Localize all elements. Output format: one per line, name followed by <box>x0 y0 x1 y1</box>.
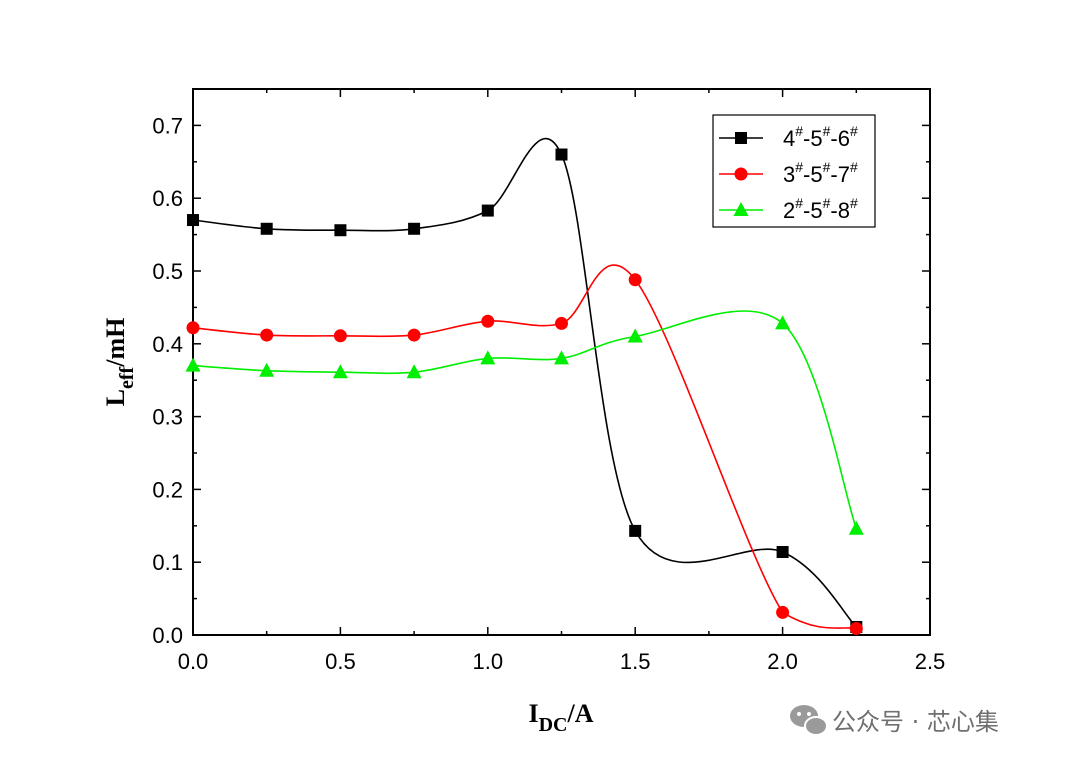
legend-label: 4#-5#-6# <box>783 123 858 151</box>
data-point <box>406 364 422 379</box>
wechat-icon <box>790 705 828 736</box>
data-point <box>333 329 347 343</box>
data-point <box>186 321 200 335</box>
x-axis: 0.0 0.5 1.0 1.5 2.0 2.5 <box>178 89 946 674</box>
legend-item: 4#-5#-6# <box>719 123 858 151</box>
y-tick-label: 0.3 <box>152 405 183 430</box>
data-point <box>555 316 568 330</box>
data-point <box>776 546 789 559</box>
data-point <box>187 214 199 227</box>
y-tick-label: 0.1 <box>152 550 183 575</box>
data-point <box>481 204 494 217</box>
legend-marker <box>735 132 747 144</box>
y-tick-label: 0.6 <box>152 186 183 211</box>
x-tick-label: 0.0 <box>178 649 209 674</box>
data-point <box>260 222 273 235</box>
series-line <box>192 137 857 628</box>
y-tick-label: 0.2 <box>152 477 183 502</box>
x-tick-label: 2.5 <box>915 649 946 674</box>
legend: 4#-5#-6# 3#-5#-7# 2#-5#-8# <box>712 114 876 228</box>
x-tick-label: 1.5 <box>620 649 651 674</box>
data-point <box>775 315 791 330</box>
watermark-text: 公众号 · 芯心集 <box>832 708 999 736</box>
y-tick-label: 0.0 <box>152 623 183 648</box>
data-point <box>628 273 642 287</box>
data-point <box>627 328 643 343</box>
x-axis-title: IDC/A <box>528 699 593 736</box>
data-point <box>848 520 864 535</box>
data-point <box>332 364 348 379</box>
x-tick-label: 2.0 <box>767 649 798 674</box>
legend-marker <box>733 202 749 216</box>
series-markers <box>185 148 864 635</box>
data-point <box>481 314 495 328</box>
data-point <box>554 350 569 365</box>
legend-item: 3#-5#-7# <box>719 159 858 187</box>
legend-marker <box>734 167 748 181</box>
data-point <box>260 328 274 342</box>
x-tick-label: 1.0 <box>473 649 504 674</box>
data-point <box>259 362 275 377</box>
legend-label: 3#-5#-7# <box>783 159 858 187</box>
data-point <box>407 328 421 342</box>
series-line <box>192 310 858 529</box>
y-tick-label: 0.4 <box>152 332 183 357</box>
data-point <box>555 148 568 161</box>
data-point <box>480 350 496 365</box>
x-tick-label: 0.5 <box>325 649 356 674</box>
watermark: 公众号 · 芯心集 <box>790 705 999 736</box>
data-point <box>776 605 790 619</box>
y-axis: 0.0 0.1 0.2 0.3 0.4 0.5 0.6 0.7 <box>152 88 930 648</box>
legend-label: 2#-5#-8# <box>783 195 858 223</box>
data-point <box>334 224 347 237</box>
y-tick-label: 0.7 <box>152 113 183 138</box>
series-line <box>192 264 857 630</box>
y-axis-title: Leff/mH <box>101 318 138 407</box>
data-point <box>408 222 421 235</box>
data-point <box>629 524 642 537</box>
legend-item: 2#-5#-8# <box>719 195 858 223</box>
y-tick-label: 0.5 <box>152 259 183 284</box>
data-point <box>849 621 863 635</box>
data-point <box>185 357 201 372</box>
